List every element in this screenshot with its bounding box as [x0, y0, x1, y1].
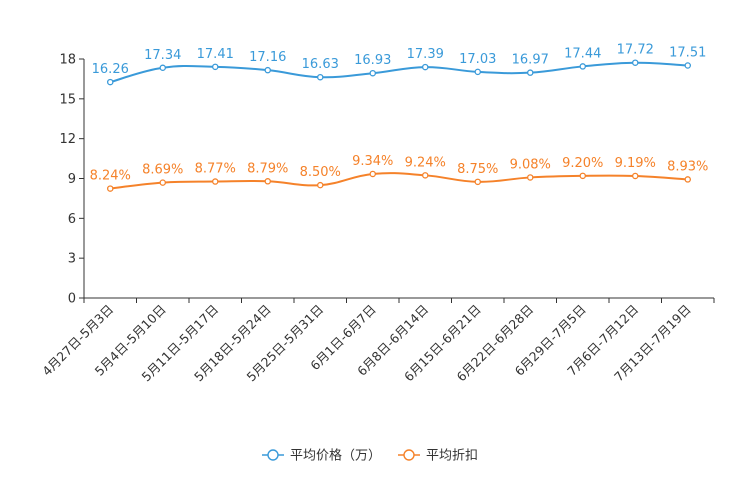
data-label: 8.24%	[90, 169, 131, 184]
y-tick-label: 3	[68, 252, 76, 267]
data-label: 17.39	[407, 47, 444, 62]
data-point[interactable]	[108, 186, 113, 191]
data-point[interactable]	[370, 171, 375, 176]
data-point[interactable]	[475, 69, 480, 74]
data-point[interactable]	[108, 80, 113, 85]
data-label: 8.93%	[667, 159, 708, 174]
data-point[interactable]	[528, 175, 533, 180]
data-label: 9.34%	[352, 154, 393, 169]
chart-canvas: 03691215184月27日-5月3日5月4日-5月10日5月11日-5月17…	[0, 0, 744, 496]
data-label: 17.72	[617, 43, 654, 58]
data-point[interactable]	[265, 68, 270, 73]
data-label: 17.51	[669, 46, 706, 61]
data-point[interactable]	[423, 173, 428, 178]
data-point[interactable]	[213, 179, 218, 184]
data-point[interactable]	[318, 183, 323, 188]
y-tick-label: 15	[59, 92, 76, 107]
data-label: 17.41	[197, 47, 234, 62]
data-label: 9.20%	[562, 156, 603, 171]
axes: 03691215184月27日-5月3日5月4日-5月10日5月11日-5月17…	[39, 53, 714, 385]
legend-item-1[interactable]: 平均价格（万）	[262, 448, 381, 464]
legend-label: 平均价格（万）	[290, 448, 381, 464]
data-point[interactable]	[685, 63, 690, 68]
legend-marker-icon	[404, 450, 414, 460]
data-point[interactable]	[318, 75, 323, 80]
data-point[interactable]	[265, 179, 270, 184]
line-chart: 0 3 6 9 12 15 18 4月27日-5月3日 5月4日-5月10日 5月11日-5月17…	[0, 0, 744, 496]
data-point[interactable]	[528, 70, 533, 75]
data-label: 16.63	[302, 57, 339, 72]
legend-item-2[interactable]: 平均折扣	[398, 449, 478, 464]
legend-marker-icon	[268, 450, 278, 460]
data-label: 9.24%	[405, 155, 446, 170]
data-label: 9.08%	[510, 157, 551, 172]
data-point[interactable]	[475, 179, 480, 184]
data-label: 9.19%	[615, 156, 656, 171]
data-point[interactable]	[160, 65, 165, 70]
data-point[interactable]	[580, 173, 585, 178]
series-line	[110, 63, 688, 82]
data-point[interactable]	[423, 64, 428, 69]
data-label: 8.79%	[247, 161, 288, 176]
data-point[interactable]	[633, 60, 638, 65]
series-2: 8.24% 8.69% 8.77% 8.79% 8.50% 9.34% 9.24% 8.75%…	[90, 154, 709, 191]
data-label: 17.44	[564, 46, 601, 61]
y-tick-label: 12	[59, 132, 76, 147]
data-label: 8.77%	[195, 162, 236, 177]
data-label: 16.93	[354, 53, 391, 68]
data-label: 17.16	[249, 50, 286, 65]
data-point[interactable]	[685, 177, 690, 182]
y-tick-label: 0	[68, 292, 76, 307]
legend: 平均价格（万） 平均折扣	[262, 448, 478, 464]
y-tick-label: 18	[59, 53, 76, 68]
data-label: 8.50%	[300, 165, 341, 180]
data-label: 8.75%	[457, 162, 498, 177]
y-tick-label: 6	[68, 212, 76, 227]
data-label: 16.26	[92, 62, 129, 77]
data-label: 17.03	[459, 52, 496, 67]
data-label: 8.69%	[142, 163, 183, 178]
data-label: 16.97	[512, 53, 549, 68]
data-label: 17.34	[144, 48, 181, 63]
y-tick-label: 9	[68, 172, 76, 187]
data-point[interactable]	[370, 71, 375, 76]
data-point[interactable]	[580, 64, 585, 69]
data-point[interactable]	[213, 64, 218, 69]
series-1: 16.26 17.34 17.41 17.16 16.63 16.93 17.39 17.03…	[92, 43, 707, 85]
legend-label: 平均折扣	[426, 449, 478, 464]
data-point[interactable]	[633, 173, 638, 178]
data-point[interactable]	[160, 180, 165, 185]
